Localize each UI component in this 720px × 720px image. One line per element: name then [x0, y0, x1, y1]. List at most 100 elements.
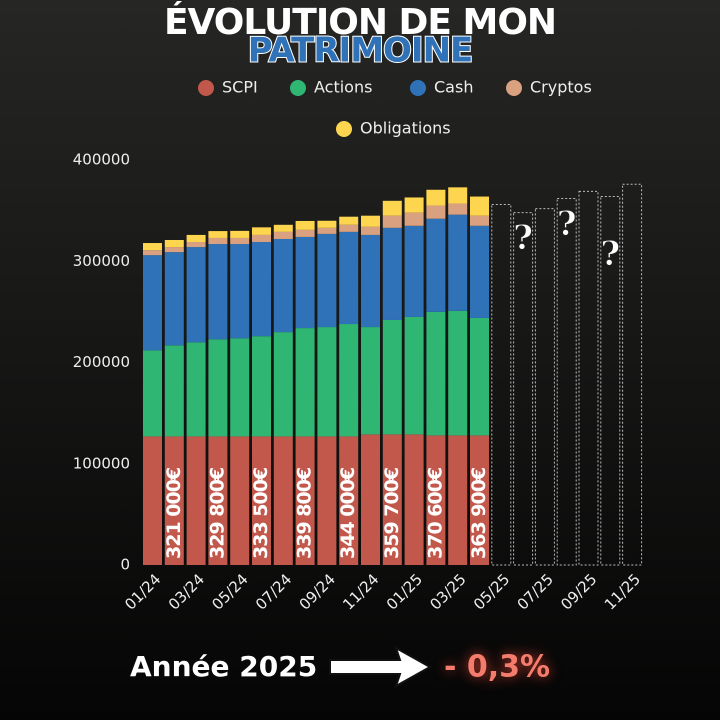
bar-segment — [230, 244, 250, 339]
bar-segment — [426, 205, 446, 219]
total-label: 370 600€ — [424, 468, 446, 559]
arrow — [329, 645, 433, 689]
bar-segment — [470, 317, 489, 436]
bar-segment — [230, 338, 250, 437]
bar-segment — [426, 435, 446, 565]
bar-segment — [208, 244, 228, 340]
bar-segment — [230, 237, 250, 245]
bar-segment — [361, 327, 380, 435]
bar-segment — [230, 230, 250, 238]
bar-segment — [361, 234, 380, 328]
total-label: 329 800€ — [206, 468, 228, 559]
bar-segment — [273, 231, 293, 239]
total-label: 339 800€ — [294, 468, 316, 559]
bar-segment — [404, 434, 424, 565]
legend-label: Actions — [314, 78, 372, 97]
total-label: 344 000€ — [337, 468, 359, 559]
bar-segment — [426, 218, 446, 312]
total-label: 363 900€ — [468, 468, 490, 559]
bar-segment — [164, 239, 184, 248]
bar-segment — [404, 316, 424, 435]
bar-segment — [295, 229, 315, 237]
legend-label: Obligations — [360, 119, 451, 138]
bar-segment — [404, 212, 424, 226]
bar-segment — [295, 220, 315, 230]
bar-segment — [252, 242, 271, 337]
legend-label: SCPI — [222, 78, 258, 97]
summary-label: Année 2025 — [130, 650, 317, 683]
y-tick-label: 200000 — [73, 353, 130, 371]
bar-segment — [164, 436, 184, 565]
projection-bar — [622, 183, 643, 566]
bar-segment — [143, 250, 162, 256]
bar-segment — [230, 436, 250, 565]
bar-segment — [470, 225, 489, 318]
question-mark: ? — [513, 218, 533, 258]
bar-segment — [295, 236, 315, 329]
bar-segment — [404, 197, 424, 213]
legend-swatch — [410, 80, 426, 96]
projection-bar — [491, 204, 512, 566]
bar-segment — [361, 215, 380, 227]
y-tick-label: 300000 — [73, 252, 130, 270]
bar-segment — [317, 233, 337, 328]
bar-segment — [426, 189, 446, 206]
bar-segment — [186, 247, 206, 343]
chart-subtitle: PATRIMOINE — [248, 31, 473, 71]
bar-segment — [404, 225, 424, 317]
bar-segment — [339, 216, 359, 225]
total-label: 321 000€ — [163, 468, 185, 559]
bar-segment — [186, 342, 206, 437]
bar-segment — [164, 247, 184, 253]
bar-segment — [295, 436, 315, 565]
bar-segment — [382, 434, 402, 565]
bar-segment — [295, 328, 315, 437]
bar-segment — [273, 332, 293, 437]
bar-segment — [470, 215, 489, 226]
bar-segment — [317, 436, 337, 565]
bar-segment — [339, 324, 359, 437]
legend-swatch — [290, 80, 306, 96]
bar-segment — [470, 196, 489, 216]
legend-swatch — [336, 121, 352, 137]
bar-segment — [448, 187, 468, 204]
projection-bar — [578, 190, 599, 566]
y-tick-label: 0 — [120, 556, 130, 574]
bar-segment — [361, 434, 380, 565]
bar-segment — [273, 436, 293, 565]
question-mark: ? — [557, 204, 577, 244]
bar-segment — [252, 336, 271, 437]
legend-label: Cryptos — [530, 78, 592, 97]
bar-segment — [382, 215, 402, 228]
legend-label: Cash — [434, 78, 473, 97]
question-mark: ? — [600, 234, 620, 274]
bar-segment — [186, 242, 206, 248]
projection-bar — [513, 212, 534, 566]
summary-value: - 0,3% — [444, 650, 550, 685]
bar-segment — [339, 224, 359, 232]
bar-segment — [252, 234, 271, 243]
bar-segment — [382, 200, 402, 216]
bar-segment — [143, 350, 162, 437]
bar-segment — [164, 252, 184, 346]
bar-segment — [208, 339, 228, 437]
bar-segment — [208, 436, 228, 565]
total-label: 359 700€ — [381, 468, 403, 559]
legend-swatch — [198, 80, 214, 96]
bar-segment — [426, 311, 446, 436]
legend-swatch — [506, 80, 522, 96]
arrow-shape — [329, 645, 433, 689]
chart-title: ÉVOLUTION DE MON — [164, 1, 556, 43]
bar-segment — [317, 327, 337, 437]
bar-segment — [470, 435, 489, 565]
bar-segment — [339, 436, 359, 565]
bar-segment — [382, 319, 402, 435]
bar-segment — [339, 231, 359, 325]
projection-bar — [600, 195, 621, 566]
total-label: 333 500€ — [250, 468, 272, 559]
bar-segment — [448, 310, 468, 436]
bar-segment — [164, 345, 184, 437]
bar-segment — [361, 226, 380, 235]
projection-bar — [534, 208, 555, 566]
